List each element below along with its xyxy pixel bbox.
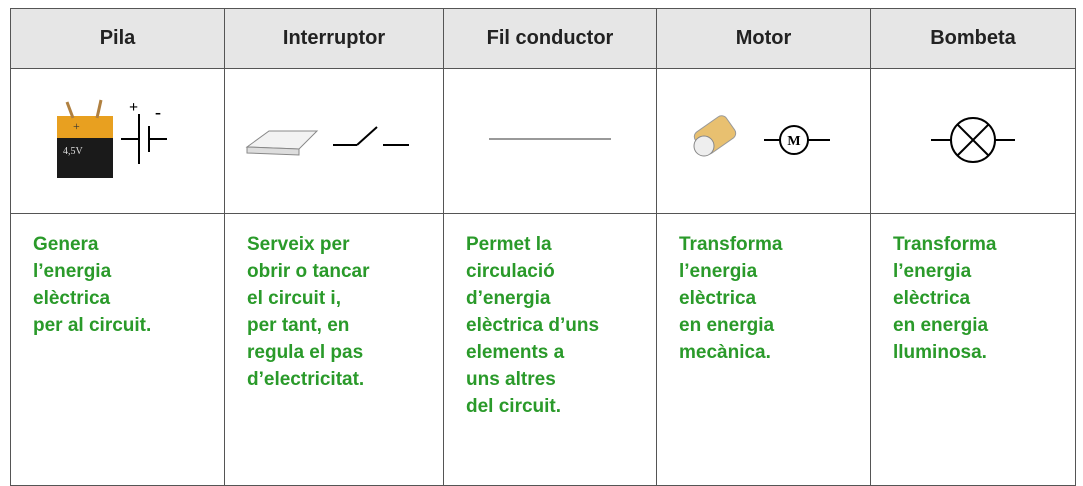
header-row: Pila Interruptor Fil conductor Motor Bom… bbox=[10, 8, 1076, 69]
symbol-plus: + bbox=[129, 99, 138, 116]
description-line: circulació bbox=[466, 261, 555, 282]
description-line: d’energia bbox=[466, 288, 551, 309]
header-cell: Motor bbox=[656, 8, 871, 69]
description-line: regula el pas bbox=[247, 342, 364, 363]
description-line: uns altres bbox=[466, 369, 556, 390]
description-line: elèctrica d’uns bbox=[466, 315, 600, 336]
icon-row: + 4,5V + - bbox=[10, 68, 1076, 214]
description-line: obrir o tancar bbox=[247, 261, 370, 282]
battery-plus: + bbox=[73, 119, 80, 133]
description-line: d’electricitat. bbox=[247, 369, 365, 390]
battery-icon: + 4,5V + - bbox=[56, 99, 167, 178]
description-line: el circuit i, bbox=[247, 288, 341, 309]
icon-cell: + 4,5V + - bbox=[10, 68, 225, 214]
description-cell: Transforma l’energia elèctrica en energia me… bbox=[656, 213, 871, 486]
battery-voltage: 4,5V bbox=[63, 146, 84, 157]
description-line: per tant, en bbox=[247, 315, 350, 336]
motor-label: M bbox=[787, 134, 800, 149]
description-line: l’energia bbox=[893, 261, 972, 282]
header-cell: Interruptor bbox=[224, 8, 444, 69]
description-line: lluminosa. bbox=[893, 342, 987, 363]
description-line: en energia bbox=[679, 315, 775, 336]
description-cell: Permet la circulació d’energia elèctrica d’… bbox=[443, 213, 657, 486]
page: Pila Interruptor Fil conductor Motor Bom… bbox=[10, 8, 1076, 486]
icon-cell bbox=[443, 68, 657, 214]
icon-cell bbox=[224, 68, 444, 214]
description-line: Transforma bbox=[893, 234, 997, 255]
description-cell: Serveix per obrir o tancar el circuit i, pe… bbox=[224, 213, 444, 486]
description-line: en energia bbox=[893, 315, 989, 336]
description-line: Genera bbox=[33, 234, 99, 255]
description-line: elements a bbox=[466, 342, 565, 363]
icon-cell: M bbox=[656, 68, 871, 214]
bulb-icon bbox=[931, 116, 1015, 163]
switch-icon bbox=[245, 125, 409, 156]
description-line: elèctrica bbox=[33, 288, 111, 309]
description-line: Permet la bbox=[466, 234, 552, 255]
wire-icon bbox=[489, 137, 611, 140]
symbol-minus: - bbox=[155, 102, 161, 122]
motor-icon: M bbox=[693, 114, 830, 156]
description-line: Transforma bbox=[679, 234, 783, 255]
header-cell: Pila bbox=[10, 8, 225, 69]
header-cell: Bombeta bbox=[870, 8, 1076, 69]
components-table: Pila Interruptor Fil conductor Motor Bom… bbox=[10, 8, 1076, 486]
description-line: elèctrica bbox=[679, 288, 757, 309]
description-line: per al circuit. bbox=[33, 315, 152, 336]
description-line: elèctrica bbox=[893, 288, 971, 309]
description-line: l’energia bbox=[33, 261, 112, 282]
description-cell: Transforma l’energia elèctrica en energia ll… bbox=[870, 213, 1076, 486]
icon-cell bbox=[870, 68, 1076, 214]
header-cell: Fil conductor bbox=[443, 8, 657, 69]
description-line: del circuit. bbox=[466, 396, 562, 417]
description-cell: Genera l’energia elèctrica per al circuit. bbox=[10, 213, 225, 486]
description-line: mecànica. bbox=[679, 342, 771, 363]
description-line: l’energia bbox=[679, 261, 758, 282]
description-line: Serveix per bbox=[247, 234, 350, 255]
description-row: Genera l’energia elèctrica per al circuit. S… bbox=[10, 213, 1076, 486]
